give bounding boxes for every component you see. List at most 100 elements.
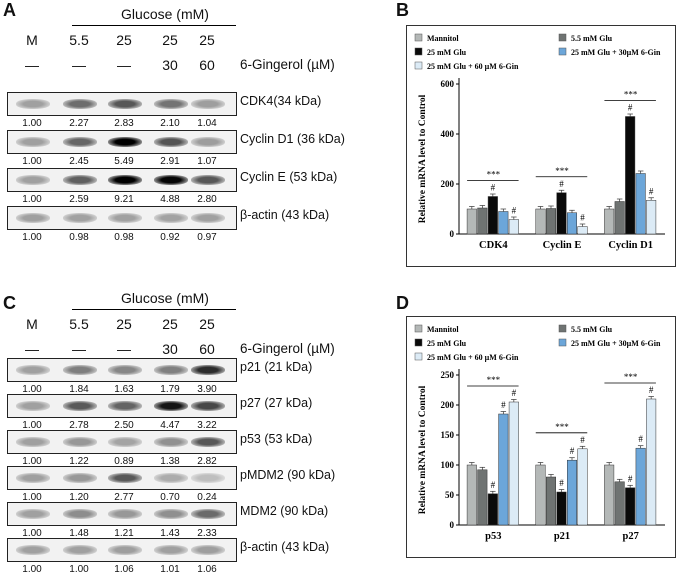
glucose-bracket-line — [72, 309, 236, 310]
significance-mark: *** — [624, 90, 638, 100]
blot-label: p21 (21 kDa) — [240, 360, 313, 374]
blot-strip — [7, 430, 237, 454]
protein-band — [63, 137, 97, 147]
protein-band — [63, 99, 97, 109]
gingerol-dose: — — [25, 341, 39, 357]
quant-value: 1.00 — [22, 118, 42, 129]
y-tick-label: 150 — [441, 430, 455, 440]
bar — [546, 476, 556, 526]
gingerol-dose: — — [117, 57, 131, 73]
quant-value: 2.83 — [114, 118, 134, 129]
protein-band — [108, 175, 142, 185]
lane-label: 25 — [199, 316, 215, 332]
gingerol-dose: — — [117, 341, 131, 357]
protein-band — [16, 99, 50, 109]
quant-value: 3.22 — [197, 420, 217, 431]
protein-band — [191, 509, 225, 519]
y-tick-label: 0 — [450, 229, 455, 239]
legend-label: Mannitol — [427, 325, 459, 334]
quant-value: 2.82 — [197, 456, 217, 467]
legend-swatch — [558, 324, 567, 333]
quant-value: 1.00 — [22, 564, 42, 575]
protein-band — [154, 137, 188, 147]
blot-strip — [7, 502, 237, 526]
bar — [477, 469, 488, 526]
blot-label: p53 (53 kDa) — [240, 432, 313, 446]
quant-value: 2.33 — [197, 528, 217, 539]
protein-band — [63, 437, 97, 447]
protein-band — [154, 213, 188, 223]
bar — [466, 208, 477, 235]
protein-band — [108, 473, 142, 483]
quant-value: 2.78 — [69, 420, 89, 431]
hash-mark: # — [559, 179, 564, 189]
blot-strip — [7, 168, 237, 192]
bar — [625, 116, 636, 235]
protein-band — [16, 213, 50, 223]
protein-band — [108, 545, 142, 555]
protein-band — [108, 437, 142, 447]
quantification-row: 1.00 2.27 2.83 2.10 1.04 — [0, 118, 240, 130]
lane-label: 5.5 — [69, 316, 89, 332]
bar — [477, 207, 488, 235]
hash-mark: # — [628, 474, 633, 484]
blot-strip — [7, 394, 237, 418]
protein-band — [108, 99, 142, 109]
gingerol-dose: 60 — [199, 341, 215, 357]
bar — [556, 192, 567, 235]
protein-band — [63, 509, 97, 519]
blot-strip — [7, 466, 237, 490]
quant-value: 1.38 — [160, 456, 180, 467]
hash-mark: # — [512, 206, 517, 216]
blot-strip — [7, 206, 237, 230]
quant-value: 2.45 — [69, 156, 89, 167]
hash-mark: # — [491, 480, 496, 490]
lane-label: M — [26, 316, 38, 332]
protein-band — [63, 473, 97, 483]
quant-value: 1.00 — [22, 156, 42, 167]
legend-swatch — [414, 33, 423, 42]
quant-value: 1.04 — [197, 118, 217, 129]
bar — [614, 201, 625, 235]
quantification-row: 1.00 1.48 1.21 1.43 2.33 — [0, 528, 240, 540]
protein-band — [108, 365, 142, 375]
protein-band — [154, 473, 188, 483]
quant-value: 0.70 — [160, 492, 180, 503]
blot-strip — [7, 130, 237, 154]
protein-band — [191, 545, 225, 555]
protein-band — [191, 401, 225, 411]
glucose-bracket-line — [72, 25, 236, 26]
panel-letter-a: A — [3, 0, 16, 20]
bar — [567, 212, 577, 235]
blot-label: Cyclin D1 (36 kDa) — [240, 132, 345, 146]
hash-mark: # — [570, 446, 575, 456]
protein-band — [154, 175, 188, 185]
protein-band — [108, 509, 142, 519]
quant-value: 2.59 — [69, 194, 89, 205]
significance-mark: *** — [624, 372, 638, 382]
protein-band — [16, 509, 50, 519]
bar — [487, 196, 498, 235]
legend-label: 5.5 mM Glu — [571, 325, 613, 334]
legend-swatch — [414, 61, 423, 70]
bar — [577, 448, 588, 526]
blot-label: β-actin (43 kDa) — [240, 540, 330, 554]
quant-value: 0.98 — [114, 232, 134, 243]
bar — [604, 464, 615, 526]
x-category-label: p21 — [554, 531, 570, 542]
protein-band — [154, 437, 188, 447]
y-tick-label: 200 — [441, 179, 455, 189]
bar — [556, 491, 567, 526]
bar — [646, 200, 657, 235]
quantification-row: 1.00 0.98 0.98 0.92 0.97 — [0, 232, 240, 244]
bar — [625, 487, 636, 526]
gingerol-dose: — — [72, 341, 86, 357]
hash-mark: # — [649, 385, 654, 395]
blot-strip — [7, 92, 237, 116]
gingerol-label: 6-Gingerol (µM) — [240, 57, 335, 72]
significance-mark: *** — [555, 166, 569, 176]
quantification-row: 1.00 1.84 1.63 1.79 3.90 — [0, 384, 240, 396]
y-axis-label: Relative mRNA level to Control — [418, 94, 428, 223]
y-tick-label: 50 — [445, 490, 455, 500]
bar — [614, 481, 625, 526]
